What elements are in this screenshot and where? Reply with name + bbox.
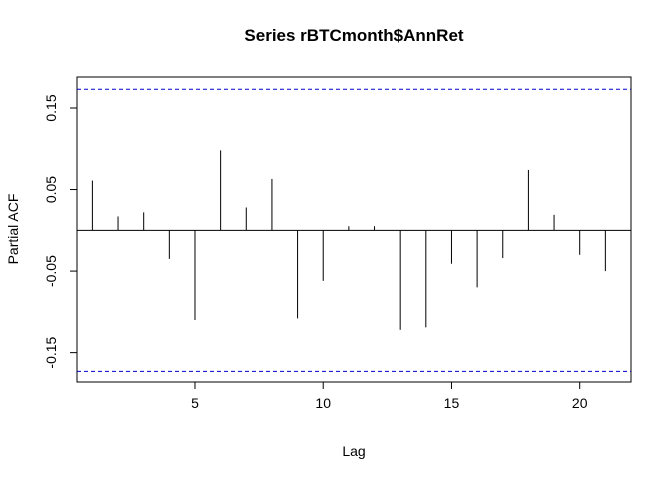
x-axis-label: Lag — [342, 443, 365, 459]
x-tick-label: 10 — [315, 395, 331, 411]
y-tick-label: -0.05 — [43, 255, 59, 287]
y-tick-label: 0.05 — [43, 176, 59, 203]
confidence-lines — [77, 88, 631, 372]
x-tick-label: 15 — [444, 395, 460, 411]
y-tick-label: 0.15 — [43, 94, 59, 121]
x-axis: 5 10 15 20 — [191, 382, 588, 411]
y-axis-label: Partial ACF — [5, 194, 21, 265]
y-tick-label: -0.15 — [43, 336, 59, 368]
chart-title: Series rBTCmonth$AnnRet — [244, 26, 463, 45]
pacf-bars — [91, 150, 606, 330]
x-tick-label: 5 — [191, 395, 199, 411]
x-tick-label: 20 — [572, 395, 588, 411]
plot-frame — [76, 76, 632, 383]
y-axis: 0.15 0.05 -0.05 -0.15 — [43, 94, 77, 369]
